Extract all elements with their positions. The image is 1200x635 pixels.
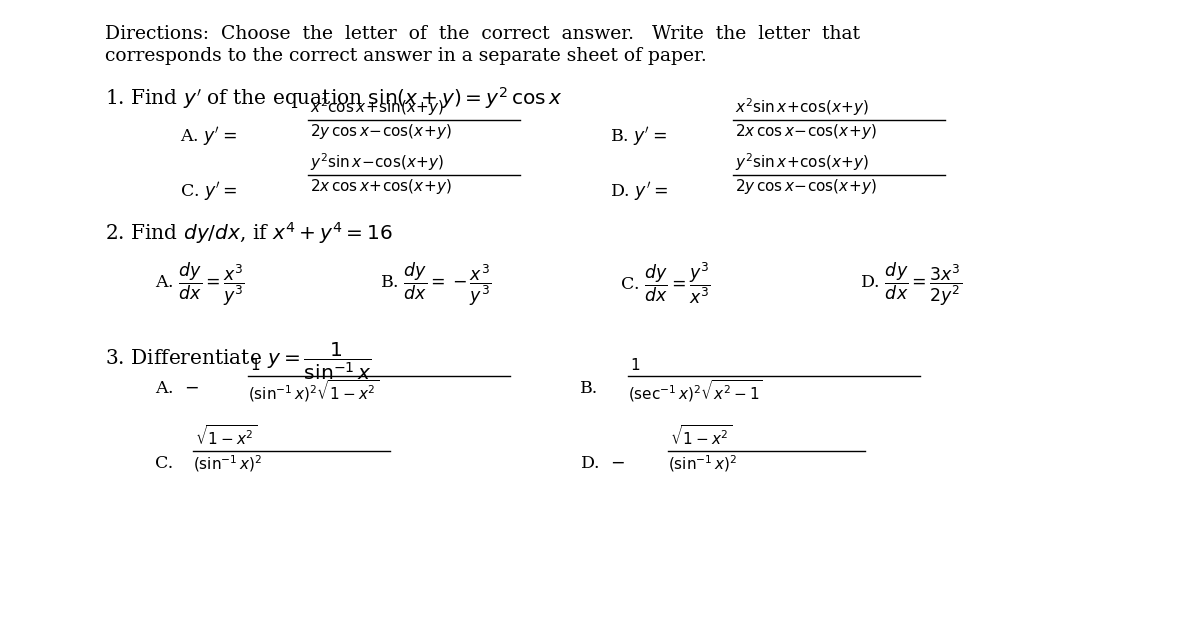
Text: $(\sin^{-1}x)^2$: $(\sin^{-1}x)^2$	[193, 453, 263, 474]
Text: D. $\dfrac{dy}{dx} = \dfrac{3x^3}{2y^2}$: D. $\dfrac{dy}{dx} = \dfrac{3x^3}{2y^2}$	[860, 260, 962, 307]
Text: 2. Find $dy/dx$, if $x^4 + y^4 = 16$: 2. Find $dy/dx$, if $x^4 + y^4 = 16$	[106, 220, 392, 246]
Text: 1. Find $y'$ of the equation $\mathrm{sin}(x + y) = y^2\,\mathrm{cos}\,x$: 1. Find $y'$ of the equation $\mathrm{si…	[106, 85, 563, 111]
Text: D.  $-$: D. $-$	[580, 455, 625, 472]
Text: $2x\,\mathrm{cos}\,x\!+\!\mathrm{cos}(x\!+\!y)$: $2x\,\mathrm{cos}\,x\!+\!\mathrm{cos}(x\…	[310, 177, 452, 196]
Text: A.  $-$: A. $-$	[155, 380, 199, 397]
Text: B. $y' =$: B. $y' =$	[610, 125, 667, 148]
Text: $\sqrt{1-x^2}$: $\sqrt{1-x^2}$	[194, 424, 257, 448]
Text: $x^2\mathrm{cos}\,x\!+\!\mathrm{sin}(x\!+\!y)$: $x^2\mathrm{cos}\,x\!+\!\mathrm{sin}(x\!…	[310, 97, 444, 118]
Text: $y^2\mathrm{sin}\,x\!-\!\mathrm{cos}(x\!+\!y)$: $y^2\mathrm{sin}\,x\!-\!\mathrm{cos}(x\!…	[310, 151, 444, 173]
Text: B.: B.	[580, 380, 599, 397]
Text: $1$: $1$	[630, 357, 641, 373]
Text: $2y\,\mathrm{cos}\,x\!-\!\mathrm{cos}(x\!+\!y)$: $2y\,\mathrm{cos}\,x\!-\!\mathrm{cos}(x\…	[734, 177, 877, 196]
Text: $2x\,\mathrm{cos}\,x\!-\!\mathrm{cos}(x\!+\!y)$: $2x\,\mathrm{cos}\,x\!-\!\mathrm{cos}(x\…	[734, 122, 877, 141]
Text: $y^2\mathrm{sin}\,x\!+\!\mathrm{cos}(x\!+\!y)$: $y^2\mathrm{sin}\,x\!+\!\mathrm{cos}(x\!…	[734, 151, 870, 173]
Text: D. $y' =$: D. $y' =$	[610, 180, 668, 203]
Text: $x^2\mathrm{sin}\,x\!+\!\mathrm{cos}(x\!+\!y)$: $x^2\mathrm{sin}\,x\!+\!\mathrm{cos}(x\!…	[734, 97, 870, 118]
Text: $(\sin^{-1}x)^2\sqrt{1-x^2}$: $(\sin^{-1}x)^2\sqrt{1-x^2}$	[248, 378, 379, 404]
Text: $(\sec^{-1}x)^2\sqrt{x^2-1}$: $(\sec^{-1}x)^2\sqrt{x^2-1}$	[628, 378, 763, 404]
Text: B. $\dfrac{dy}{dx} = -\dfrac{x^3}{y^3}$: B. $\dfrac{dy}{dx} = -\dfrac{x^3}{y^3}$	[380, 260, 491, 307]
Text: $1$: $1$	[250, 357, 260, 373]
Text: C.: C.	[155, 455, 173, 472]
Text: Directions:  Choose  the  letter  of  the  correct  answer.   Write  the  letter: Directions: Choose the letter of the cor…	[106, 25, 860, 43]
Text: A. $\dfrac{dy}{dx} = \dfrac{x^3}{y^3}$: A. $\dfrac{dy}{dx} = \dfrac{x^3}{y^3}$	[155, 260, 245, 307]
Text: $(\sin^{-1}x)^2$: $(\sin^{-1}x)^2$	[668, 453, 738, 474]
Text: corresponds to the correct answer in a separate sheet of paper.: corresponds to the correct answer in a s…	[106, 47, 707, 65]
Text: $2y\,\mathrm{cos}\,x\!-\!\mathrm{cos}(x\!+\!y)$: $2y\,\mathrm{cos}\,x\!-\!\mathrm{cos}(x\…	[310, 122, 452, 141]
Text: $\sqrt{1-x^2}$: $\sqrt{1-x^2}$	[670, 424, 732, 448]
Text: A. $y' =$: A. $y' =$	[180, 125, 236, 148]
Text: C. $y' =$: C. $y' =$	[180, 180, 238, 203]
Text: 3. Differentiate $y = \dfrac{1}{\sin^{-1}x}$: 3. Differentiate $y = \dfrac{1}{\sin^{-1…	[106, 340, 372, 382]
Text: C. $\dfrac{dy}{dx} = \dfrac{y^3}{x^3}$: C. $\dfrac{dy}{dx} = \dfrac{y^3}{x^3}$	[620, 260, 710, 305]
